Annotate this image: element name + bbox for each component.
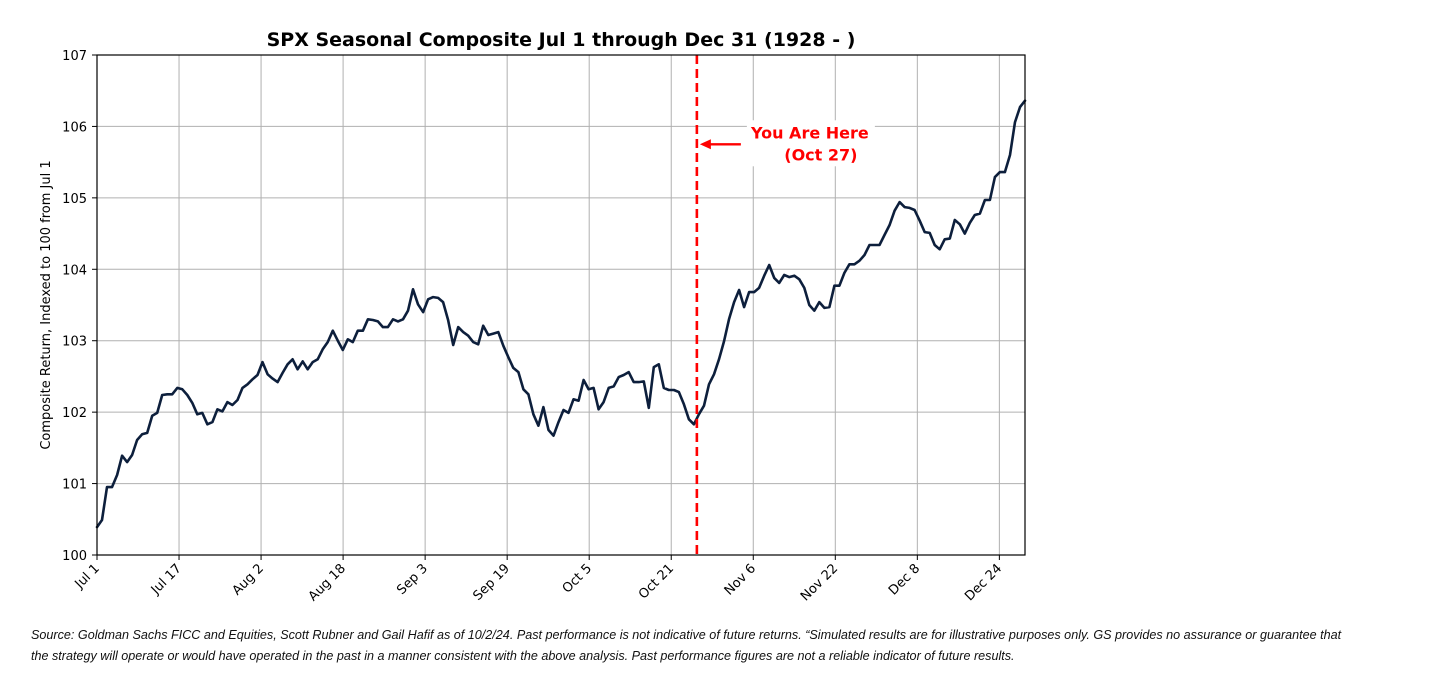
source-footnote: Source: Goldman Sachs FICC and Equities,…	[31, 625, 1451, 667]
annotation-text-line1: You Are Here	[750, 123, 869, 142]
y-tick-label: 106	[62, 120, 87, 135]
x-tick-label: Jul 1	[72, 561, 103, 592]
x-tick-label: Oct 21	[636, 561, 677, 602]
series-group	[95, 99, 1027, 529]
footnote-line-1: Source: Goldman Sachs FICC and Equities,…	[31, 628, 1342, 642]
y-axis: 100 101 102 103 104 105 106 107	[62, 49, 97, 564]
footnote-line-2: the strategy will operate or would have …	[31, 649, 1015, 663]
x-tick-label: Oct 5	[560, 561, 595, 596]
x-tick-label: Aug 18	[306, 561, 349, 604]
x-tick-label: Aug 2	[230, 561, 267, 598]
y-tick-label: 103	[62, 335, 87, 350]
arrow-left-icon	[699, 139, 711, 150]
annotation-text-line2: (Oct 27)	[784, 145, 857, 164]
grid	[96, 54, 1025, 556]
x-tick-label: Nov 22	[798, 561, 841, 604]
annotation-group: You Are Here (Oct 27)	[695, 55, 875, 555]
x-tick-label: Sep 3	[394, 561, 431, 598]
y-tick-label: 102	[62, 406, 87, 421]
y-tick-label: 100	[62, 549, 87, 564]
x-tick-label: Dec 24	[962, 561, 1005, 604]
x-tick-label: Dec 8	[886, 561, 923, 598]
x-tick-label: Nov 6	[722, 561, 759, 598]
y-tick-label: 107	[62, 49, 87, 64]
x-axis: Jul 1 Jul 17 Aug 2 Aug 18 Sep 3 Sep 19 Oct 5 Oc…	[72, 555, 1005, 604]
series-line	[95, 99, 1027, 529]
y-axis-label: Composite Return, Indexed to 100 from Ju…	[39, 160, 54, 449]
line-chart: SPX Seasonal Composite Jul 1 through Dec…	[39, 29, 1027, 604]
x-tick-label: Jul 17	[148, 561, 185, 598]
x-tick-label: Sep 19	[470, 561, 513, 604]
chart-title: SPX Seasonal Composite Jul 1 through Dec…	[267, 29, 856, 51]
y-tick-label: 105	[62, 192, 87, 207]
y-tick-label: 101	[62, 478, 87, 493]
plot-frame	[96, 54, 1026, 556]
annotation-background	[746, 120, 875, 167]
y-tick-label: 104	[62, 263, 87, 278]
